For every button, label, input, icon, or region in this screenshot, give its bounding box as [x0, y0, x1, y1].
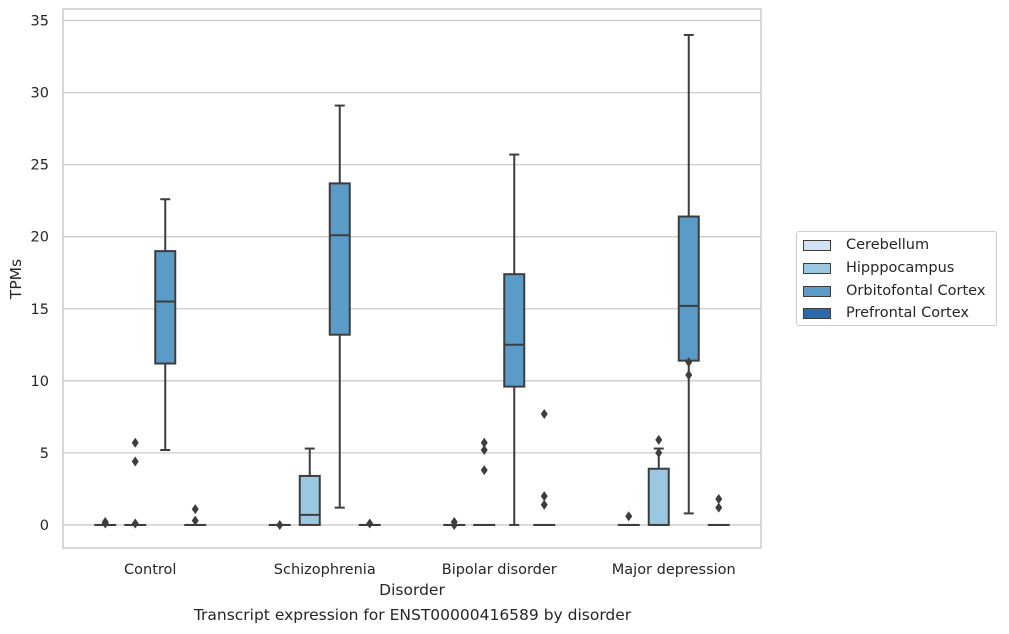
box-major-depression-prefrontal-cortex [707, 494, 730, 526]
box-control-orbitofontal-cortex [154, 198, 177, 451]
box-bipolar-disorder-orbitofontal-cortex [503, 153, 526, 526]
legend-swatch-hippocampus [803, 262, 831, 274]
legend-item-hippocampus: Hipppocampus [803, 258, 954, 278]
y-tick-label: 25 [31, 158, 49, 174]
box-major-depression-cerebellum [617, 511, 640, 526]
legend-item-prefrontal: Prefrontal Cortex [803, 303, 969, 323]
outlier-point [685, 357, 693, 368]
legend-item-cerebellum: Cerebellum [803, 235, 929, 255]
box-body [328, 182, 351, 336]
legend-swatch-orbitofrontal [803, 285, 831, 297]
box-schizophrenia-prefrontal-cortex [358, 518, 381, 529]
outlier-point [191, 504, 199, 515]
axis-ticks: 0 5 10 15 20 25 30 35 Control Schizophrenia Bipola… [31, 14, 736, 578]
y-tick-label: 35 [31, 14, 49, 30]
outlier-point [540, 499, 548, 510]
plot-frame [62, 8, 762, 549]
box-control-prefrontal-cortex [184, 504, 207, 526]
legend-label-prefrontal: Prefrontal Cortex [846, 305, 969, 321]
y-tick-label: 0 [40, 518, 49, 534]
box-control-cerebellum [94, 517, 117, 529]
box-body [154, 250, 177, 365]
outlier-point [540, 408, 548, 419]
box-bipolar-disorder-hipppocampus [473, 437, 496, 526]
legend: Cerebellum Hipppocampus Orbitofontal Cor… [796, 231, 997, 326]
y-tick-label: 10 [31, 374, 49, 390]
outlier-point [655, 447, 663, 458]
outlier-point [480, 445, 488, 455]
x-tick-label-schizophrenia: Schizophrenia [274, 562, 376, 578]
y-tick-label: 30 [31, 86, 49, 102]
x-tick-label-bipolar-disorder: Bipolar disorder [442, 562, 557, 578]
outlier-point [131, 518, 139, 529]
box-body [647, 467, 670, 526]
outlier-point [101, 518, 109, 529]
box-bipolar-disorder-cerebellum [443, 517, 466, 530]
y-tick-label: 20 [31, 230, 49, 246]
outlier-point [131, 456, 139, 467]
y-tick-label: 5 [40, 446, 49, 462]
box-body [677, 215, 700, 362]
box-schizophrenia-orbitofontal-cortex [328, 104, 351, 509]
box-major-depression-orbitofontal-cortex [677, 33, 700, 515]
outlier-point [366, 518, 374, 529]
chart-caption: Transcript expression for ENST0000041658… [193, 606, 632, 624]
box-body [503, 273, 526, 388]
outlier-point [655, 434, 663, 445]
legend-label-cerebellum: Cerebellum [846, 237, 930, 253]
legend-label-orbitofrontal: Orbitofontal Cortex [846, 283, 986, 299]
outlier-point [685, 370, 693, 381]
x-tick-label-control: Control [124, 562, 176, 578]
y-axis-label: TPMs [7, 259, 25, 300]
x-tick-label-major-depression: Major depression [612, 562, 736, 578]
box-schizophrenia-cerebellum [268, 519, 291, 530]
box-bipolar-disorder-prefrontal-cortex [533, 408, 556, 526]
outlier-point [480, 465, 488, 476]
box-control-hipppocampus [124, 437, 147, 529]
legend-swatch-cerebellum [803, 239, 831, 251]
outlier-point [191, 515, 199, 526]
outlier-point [131, 437, 139, 448]
legend-item-orbitofrontal: Orbitofontal Cortex [803, 281, 985, 301]
box-major-depression-hipppocampus [647, 434, 670, 526]
box-body [298, 474, 321, 526]
legend-label-hippocampus: Hipppocampus [846, 260, 955, 276]
box-schizophrenia-hipppocampus [298, 447, 321, 526]
outlier-point [625, 511, 633, 522]
outlier-point [276, 519, 284, 530]
outlier-point [715, 502, 723, 513]
grid-lines [63, 19, 761, 526]
x-axis-label: Disorder [379, 581, 445, 599]
outlier-point [715, 494, 723, 504]
outlier-point [450, 519, 458, 530]
legend-swatch-prefrontal [803, 307, 831, 319]
y-tick-label: 15 [31, 302, 49, 318]
outlier-point [540, 491, 548, 502]
box-plots [94, 33, 730, 530]
outlier-point [480, 437, 488, 448]
